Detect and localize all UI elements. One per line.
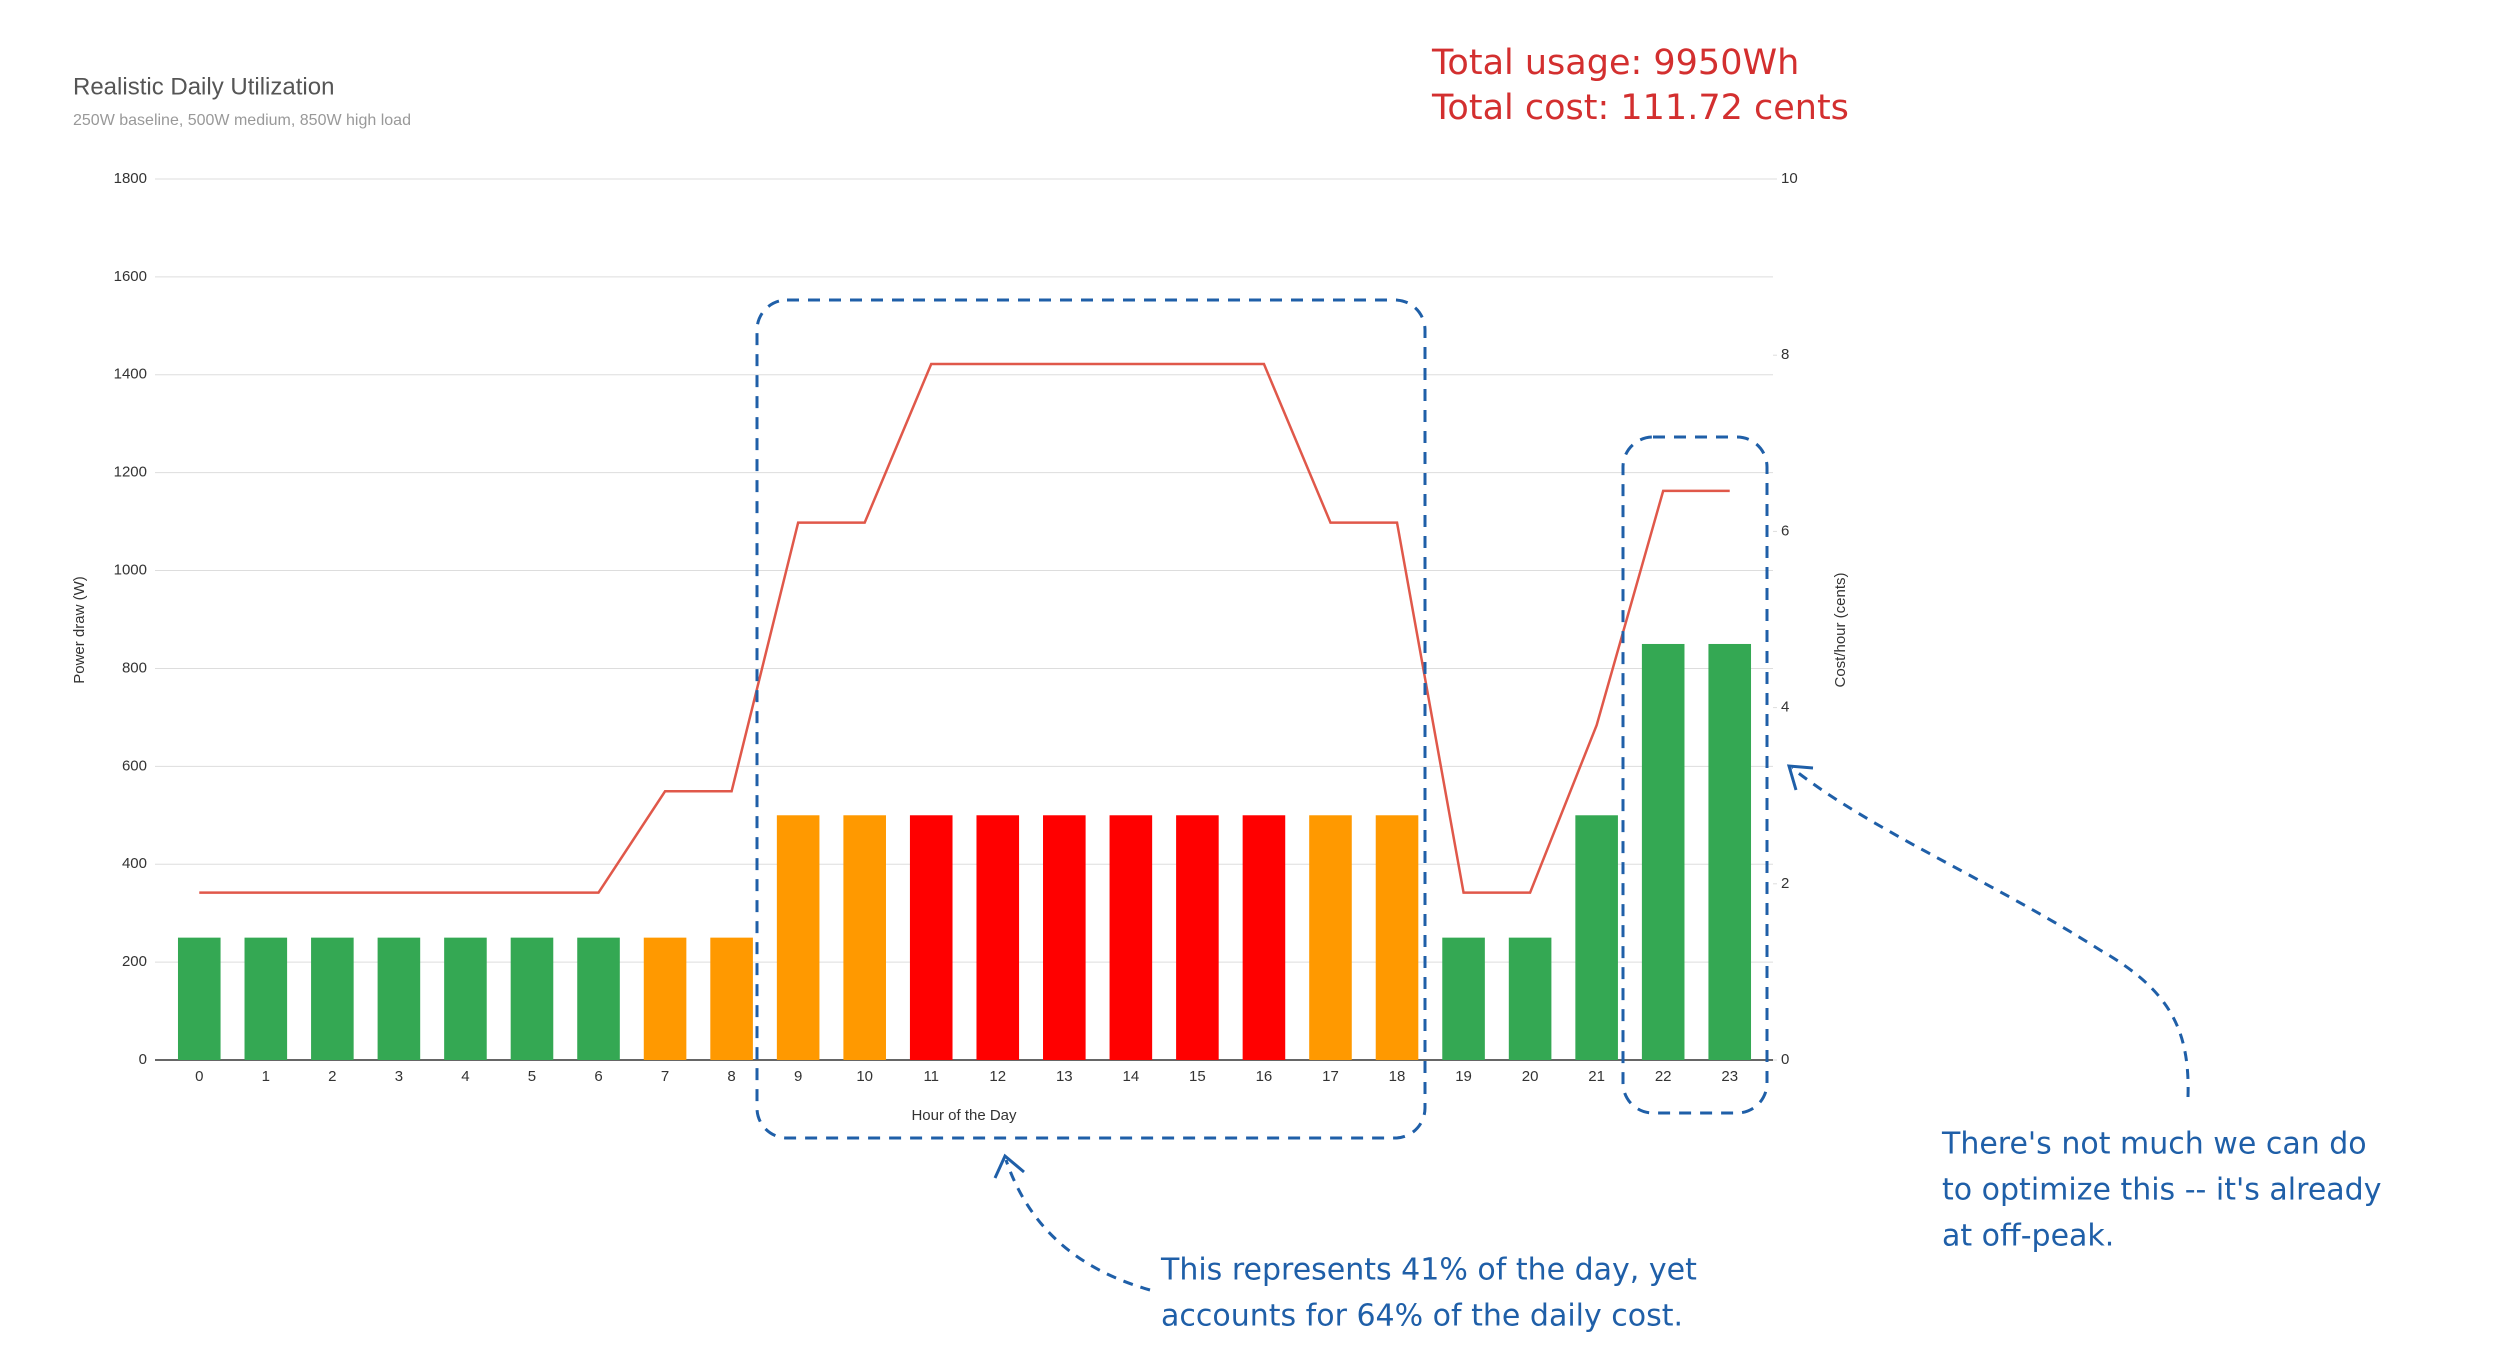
x-tick-label: 19 [1455,1068,1472,1085]
bar [1242,815,1286,1060]
x-tick-label: 3 [395,1068,403,1085]
callout-arrow [1791,766,2190,1098]
y2-tick-label: 6 [1781,522,1789,539]
x-tick-label: 20 [1522,1068,1539,1085]
callout-box [755,298,1427,1140]
y-tick-label: 400 [122,855,147,872]
bar [1708,643,1752,1060]
y-tick-label: 1400 [114,366,147,383]
x-tick-label: 12 [989,1068,1006,1085]
bar [909,815,953,1060]
cost-line [199,362,1730,894]
y2-tick-label: 2 [1781,875,1789,892]
bar [1176,815,1219,1060]
arrow-head [993,1153,1025,1179]
x-tick-label: 16 [1256,1068,1273,1085]
annotation-text: There's not much we can do [1941,1127,2367,1162]
plot-area: 0200400600800100012001400160018000246810… [114,170,1798,1085]
annotation-text: This represents 41% of the day, yet [1160,1253,1697,1288]
callout-box [1621,435,1769,1115]
x-tick-label: 13 [1056,1068,1073,1085]
bar [1641,643,1685,1060]
chart-subtitle: 250W baseline, 500W medium, 850W high lo… [73,112,411,129]
x-tick-label: 8 [727,1068,735,1085]
x-tick-label: 10 [856,1068,873,1085]
bar [1442,937,1485,1060]
bar [976,815,1020,1060]
x-tick-label: 0 [195,1068,203,1085]
y-tick-label: 0 [139,1051,147,1068]
bar [510,937,554,1060]
y-tick-label: 1600 [114,268,147,285]
x-tick-label: 7 [661,1068,669,1085]
bar [1043,815,1086,1060]
bar [377,937,421,1060]
y-tick-label: 1000 [114,562,147,579]
x-tick-label: 6 [594,1068,602,1085]
y2-axis-title: Cost/hour (cents) [1832,572,1849,687]
y-tick-label: 200 [122,953,147,970]
callout-arrow [1004,1159,1151,1292]
x-tick-label: 2 [328,1068,336,1085]
annotation-text: accounts for 64% of the daily cost. [1161,1299,1683,1334]
annotations: Total usage: 9950Wh Total cost: 111.72 ce… [1160,43,2381,1334]
bar [643,937,687,1060]
annotation-text: at off-peak. [1942,1219,2114,1254]
arrow-head [1786,764,1814,791]
bar [577,937,620,1060]
bar [177,937,221,1060]
x-tick-label: 23 [1721,1068,1738,1085]
y2-tick-label: 0 [1781,1051,1789,1068]
bar [1309,815,1352,1060]
bar [710,937,753,1060]
y-tick-label: 800 [122,659,147,676]
bar [1508,937,1552,1060]
x-tick-label: 17 [1322,1068,1339,1085]
y-tick-label: 600 [122,757,147,774]
x-tick-label: 1 [262,1068,270,1085]
x-tick-label: 4 [461,1068,469,1085]
x-tick-label: 11 [923,1068,939,1085]
bar [244,937,288,1060]
bar [843,815,886,1060]
x-tick-label: 18 [1389,1068,1406,1085]
x-tick-label: 22 [1655,1068,1672,1085]
bar [444,937,487,1060]
x-tick-label: 9 [794,1068,802,1085]
annotation-text: to optimize this -- it's already [1942,1173,2381,1208]
y2-tick-label: 10 [1781,170,1798,187]
chart-title: Realistic Daily Utilization [73,73,334,100]
x-tick-label: 5 [528,1068,536,1085]
y2-tick-label: 4 [1781,699,1789,716]
y-axis-title: Power draw (W) [71,576,88,684]
bar [1575,815,1618,1060]
x-tick-label: 14 [1123,1068,1140,1085]
annotation-text: Total usage: 9950Wh [1431,43,1799,83]
y-tick-label: 1200 [114,464,147,481]
x-axis-title: Hour of the Day [911,1107,1017,1124]
annotation-text: Total cost: 111.72 cents [1431,88,1849,128]
bar [1109,815,1153,1060]
y2-tick-label: 8 [1781,346,1789,363]
x-tick-label: 21 [1588,1068,1605,1085]
bar [311,937,354,1060]
bar [1375,815,1419,1060]
x-tick-label: 15 [1189,1068,1206,1085]
bar [776,815,820,1060]
y-tick-label: 1800 [114,170,147,187]
